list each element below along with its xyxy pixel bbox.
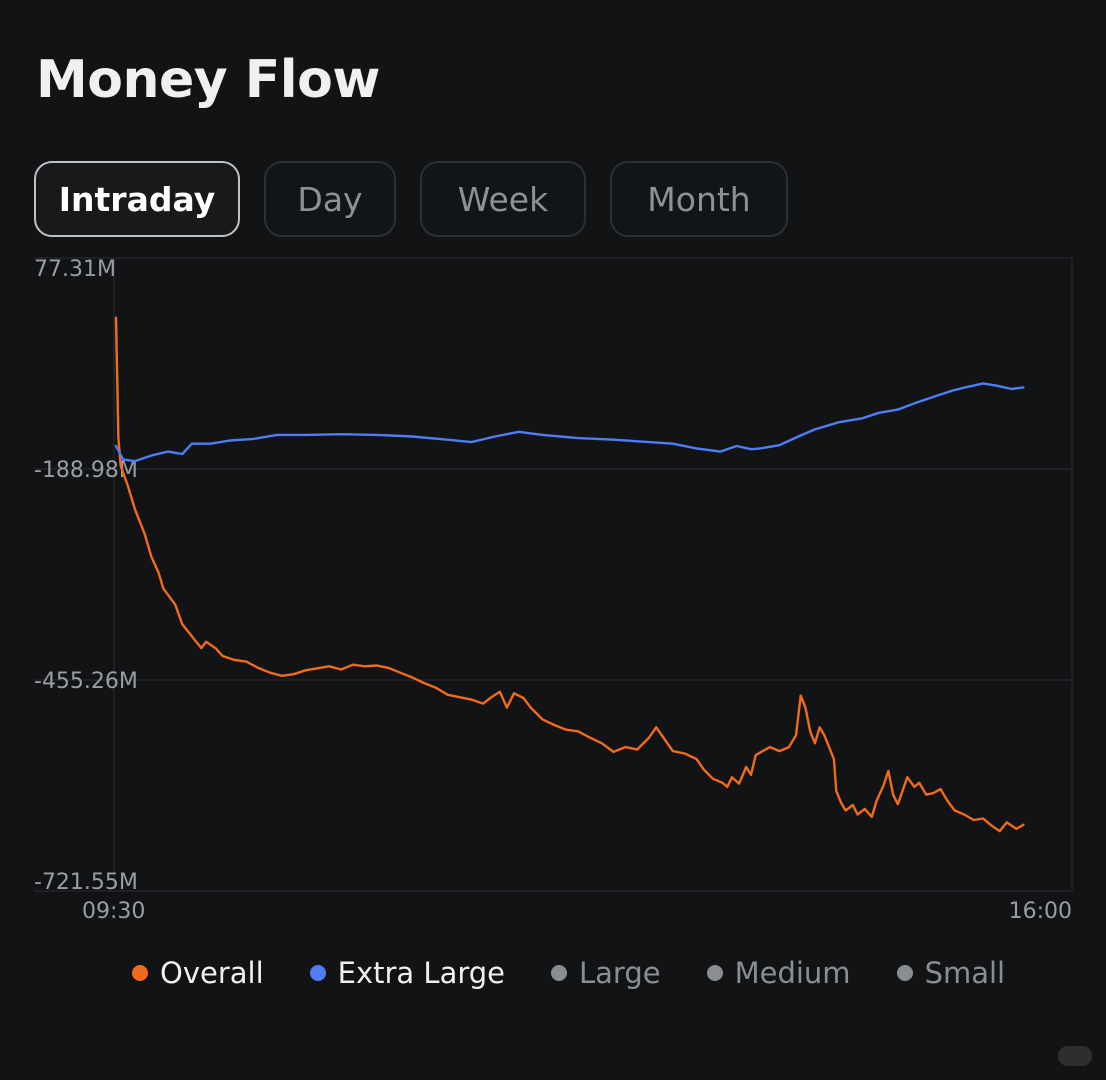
legend-label-small: Small (924, 956, 1006, 990)
tab-day[interactable]: Day (264, 161, 396, 237)
chart-legend: Overall Extra Large Large Medium Small (132, 956, 1051, 990)
x-axis: 09:30 16:00 (82, 899, 1072, 924)
legend-item-extra-large[interactable]: Extra Large (309, 956, 505, 990)
legend-dot-extra-large (309, 965, 326, 981)
chart-series (114, 316, 1025, 833)
legend-item-medium[interactable]: Medium (706, 956, 851, 990)
page-title: Money Flow (36, 50, 380, 110)
plot-frame (113, 257, 1073, 892)
legend-item-overall[interactable]: Overall (132, 956, 264, 990)
chart-grid (34, 257, 1073, 892)
legend-label-large: Large (579, 956, 661, 990)
legend-label-medium: Medium (734, 956, 851, 990)
tab-week[interactable]: Week (420, 161, 586, 237)
x-tick-label: 16:00 (1009, 899, 1072, 924)
x-tick-label: 09:30 (82, 899, 145, 924)
legend-dot-medium (706, 965, 723, 981)
watermark-logo (1058, 1046, 1092, 1066)
legend-item-large[interactable]: Large (551, 956, 661, 990)
series-line-overall (114, 316, 1025, 833)
tab-intraday[interactable]: Intraday (34, 161, 240, 237)
legend-label-extra-large: Extra Large (337, 956, 505, 990)
period-tabs: Intraday Day Week Month (34, 161, 788, 237)
tab-month[interactable]: Month (610, 161, 788, 237)
legend-dot-small (896, 965, 913, 981)
legend-item-small[interactable]: Small (896, 956, 1006, 990)
y-tick-label: -455.26M (34, 669, 138, 694)
y-tick-label: -721.55M (34, 870, 138, 895)
y-tick-label: 77.31M (34, 257, 116, 282)
y-axis: 77.31M-188.98M-455.26M-721.55M (34, 257, 138, 895)
legend-dot-large (551, 965, 567, 981)
legend-label-overall: Overall (160, 956, 264, 990)
money-flow-chart: 77.31M-188.98M-455.26M-721.55M 09:30 16:0… (34, 257, 1073, 924)
series-line-extra-large (114, 382, 1025, 463)
legend-dot-overall (132, 965, 148, 981)
